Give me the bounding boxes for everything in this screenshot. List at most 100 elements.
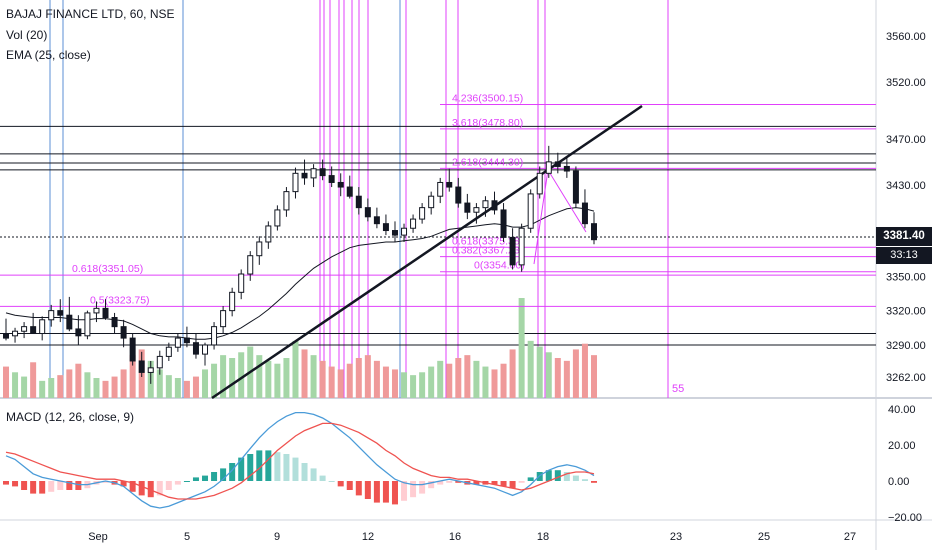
candle-body (554, 161, 561, 167)
price-pane[interactable] (0, 0, 876, 398)
time-axis[interactable]: Sep 5 9 12 16 18 23 25 27 (88, 531, 856, 543)
fib-level-label: 0.618(3351.05) (72, 263, 143, 275)
candle-body (428, 195, 435, 209)
candle-body (572, 170, 579, 204)
candle-body (211, 326, 218, 346)
ema-line (5, 207, 595, 340)
volume-bar (229, 358, 236, 398)
volume-bar (3, 366, 9, 398)
candle-body (509, 236, 516, 266)
macd-histogram-bar (401, 481, 408, 501)
macd-histogram-bar (591, 481, 597, 483)
macd-histogram-bar (183, 481, 190, 482)
macd-histogram-bar (102, 481, 109, 483)
volume-bar (518, 298, 525, 398)
macd-histogram-bar (238, 457, 245, 481)
volume-bar (48, 378, 55, 398)
volume-bar (75, 363, 82, 398)
time-tick-label: 12 (362, 531, 374, 543)
macd-legend[interactable]: MACD (12, 26, close, 9) (6, 410, 135, 424)
volume-legend[interactable]: Vol (20) (6, 28, 48, 42)
candle-body (156, 355, 163, 369)
candle-body (346, 186, 353, 197)
macd-histogram-bar (39, 481, 46, 494)
candle-body (66, 314, 73, 330)
macd-histogram-bar (165, 481, 172, 490)
macd-histogram-bar (256, 450, 263, 481)
volume-bar (536, 346, 543, 398)
candle-body (120, 326, 127, 339)
volume-bar (319, 360, 326, 398)
candle-body (202, 344, 209, 355)
fib-level-label: 0.382(3367.23) (452, 245, 523, 257)
candle-body (57, 310, 64, 316)
macd-histogram-bar (202, 475, 209, 481)
volume-bar (12, 372, 19, 398)
candle-body (3, 333, 9, 339)
candle-body (527, 193, 534, 229)
ema-legend[interactable]: EMA (25, close) (6, 48, 91, 62)
time-tick-label: 16 (449, 531, 461, 543)
volume-bar (364, 355, 371, 398)
macd-histogram-bar (129, 481, 136, 492)
volume-bar (428, 366, 435, 398)
macd-axis[interactable]: 40.00 20.00 0.00 −20.00 (888, 404, 922, 524)
macd-histogram-bar (446, 481, 453, 483)
macd-histogram-bar (410, 481, 417, 498)
signal-line (5, 422, 595, 500)
volume-bar (301, 349, 308, 398)
candles (3, 145, 597, 384)
candle-body (84, 312, 91, 337)
volume-bar (129, 355, 136, 398)
volume-bar (202, 369, 209, 398)
macd-histogram-bar (30, 481, 37, 494)
macd-pane[interactable] (3, 411, 597, 509)
volume-bar (156, 369, 163, 398)
trend-line[interactable] (211, 104, 643, 400)
macd-line (5, 411, 595, 509)
volume-bar (310, 355, 317, 398)
price-tick-label: 3520.00 (886, 77, 926, 89)
volume-bar (509, 349, 516, 398)
candle-body (192, 342, 199, 355)
time-tick-label: 18 (537, 531, 549, 543)
macd-histogram-bar (572, 475, 579, 481)
volume-bar (174, 378, 181, 398)
price-tick-label: 3470.00 (886, 134, 926, 146)
macd-histogram-bar (428, 481, 435, 489)
candle-body (419, 207, 426, 220)
macd-histogram-bar (292, 457, 299, 481)
candle-body (319, 168, 326, 177)
volume-bar (346, 363, 353, 398)
candle-body (364, 207, 371, 218)
volume-bar (554, 358, 561, 398)
price-axis[interactable]: 3262.003290.003320.003350.003390.003430.… (886, 31, 926, 384)
candle-body (337, 181, 344, 188)
macd-histogram-bar (509, 481, 516, 489)
volume-bar (57, 375, 64, 398)
price-tick-label: 3560.00 (886, 31, 926, 43)
macd-histogram-bar (174, 481, 181, 485)
macd-histogram-bar (274, 452, 281, 481)
volume-bar (211, 363, 218, 398)
candle-body (581, 202, 588, 225)
volume-bar (419, 372, 426, 398)
candle-body (111, 316, 118, 328)
volume-bar (220, 355, 227, 398)
volume-bar (491, 369, 498, 398)
macd-histogram-bar (382, 481, 389, 503)
symbol-title[interactable]: BAJAJ FINANCE LTD, 60, NSE (6, 7, 175, 21)
volume-bar (265, 360, 272, 398)
candle-body (93, 307, 100, 314)
candle-body (292, 172, 299, 193)
time-tick-label: Sep (88, 531, 108, 543)
candle-body (165, 346, 172, 357)
candle-body (382, 223, 389, 232)
volume-bar (192, 376, 199, 398)
candle-body (518, 227, 525, 266)
macd-histogram-bar (364, 481, 371, 499)
candle-body (301, 172, 308, 179)
volume-bar (238, 352, 245, 398)
macd-tick-label: −20.00 (888, 512, 922, 524)
